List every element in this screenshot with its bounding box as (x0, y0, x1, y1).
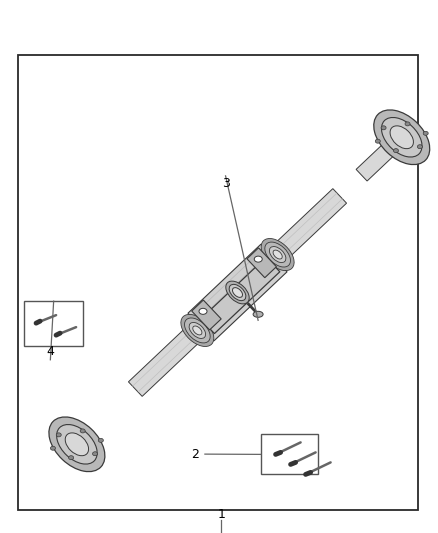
Ellipse shape (254, 256, 262, 262)
Bar (18, 55, 418, 510)
Ellipse shape (393, 149, 399, 152)
Text: 2: 2 (191, 448, 199, 461)
Ellipse shape (381, 117, 422, 157)
Ellipse shape (375, 139, 380, 143)
Ellipse shape (381, 126, 386, 130)
Ellipse shape (199, 308, 207, 314)
Ellipse shape (253, 311, 263, 317)
Polygon shape (356, 142, 396, 181)
Ellipse shape (374, 110, 430, 165)
Ellipse shape (261, 238, 294, 271)
Ellipse shape (273, 250, 282, 259)
Ellipse shape (184, 318, 210, 343)
Polygon shape (275, 189, 346, 259)
Ellipse shape (99, 438, 103, 442)
Polygon shape (201, 257, 280, 334)
Ellipse shape (49, 417, 105, 472)
Ellipse shape (390, 126, 413, 149)
Ellipse shape (56, 433, 61, 437)
Ellipse shape (417, 144, 422, 149)
Text: 4: 4 (46, 345, 54, 358)
Ellipse shape (92, 452, 98, 456)
Polygon shape (192, 300, 221, 330)
Text: 1: 1 (217, 508, 225, 521)
Ellipse shape (65, 433, 88, 456)
Ellipse shape (229, 285, 246, 301)
Ellipse shape (57, 425, 97, 464)
Polygon shape (128, 327, 201, 397)
Ellipse shape (233, 288, 243, 297)
Bar (261, 434, 318, 474)
Ellipse shape (226, 281, 249, 304)
Ellipse shape (405, 122, 410, 126)
Ellipse shape (189, 322, 205, 338)
Ellipse shape (80, 429, 85, 433)
Polygon shape (247, 248, 276, 278)
Ellipse shape (269, 247, 286, 263)
Bar (24, 301, 83, 346)
Ellipse shape (69, 456, 74, 459)
Ellipse shape (265, 242, 290, 267)
Text: 3: 3 (222, 177, 230, 190)
Ellipse shape (50, 446, 56, 450)
Ellipse shape (181, 314, 214, 346)
Ellipse shape (423, 131, 428, 135)
Polygon shape (188, 244, 287, 341)
Ellipse shape (193, 326, 202, 335)
